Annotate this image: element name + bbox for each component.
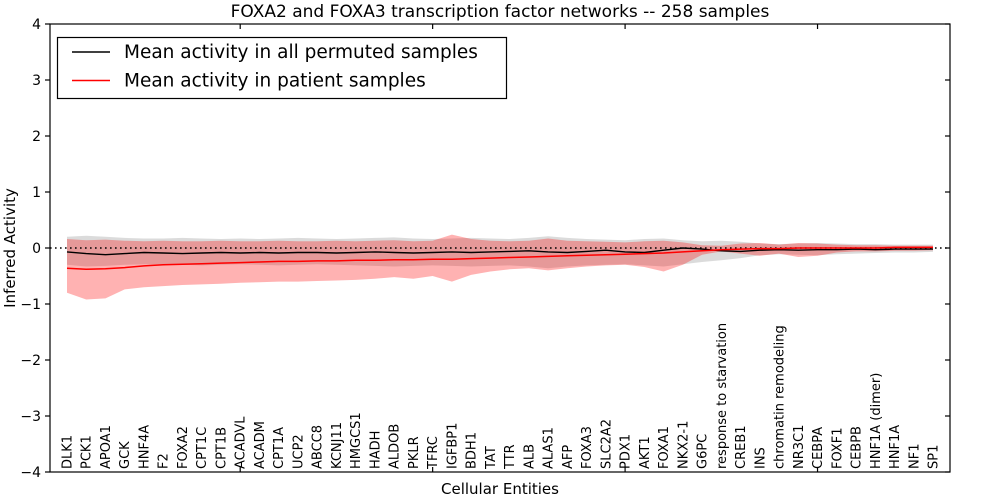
x-category-label: DLK1	[61, 435, 76, 469]
x-category-label: IGFBP1	[445, 423, 460, 469]
x-category-label: HNF4A	[138, 425, 153, 469]
x-category-label: UCP2	[291, 434, 306, 469]
plot-area: −4 −3 −2 −1 0 1 2 3 4 DLK1 PCK1 APOA1 GCK HNF4A F2 FOXA…	[20, 17, 951, 481]
x-category-label: chromatin remodeling	[773, 325, 788, 469]
x-category-label: ACADVL	[234, 416, 249, 469]
x-category-label: ALB	[522, 444, 537, 469]
x-category-label: TAT	[484, 446, 499, 470]
chart-title: FOXA2 and FOXA3 transcription factor net…	[231, 2, 770, 22]
x-category-label: FOXA1	[657, 426, 672, 469]
x-category-label: HNF1A (dimer)	[869, 373, 884, 469]
x-category-label: PCK1	[80, 435, 95, 469]
x-category-label: SLC2A2	[599, 419, 614, 469]
x-category-label: NR3C1	[792, 425, 807, 469]
patient-range-band	[67, 234, 933, 300]
x-category-label: CREB1	[734, 425, 749, 469]
x-category-label: NF1	[907, 444, 922, 469]
x-category-label: INS	[753, 447, 768, 469]
legend-label-permuted: Mean activity in all permuted samples	[124, 42, 478, 63]
legend: Mean activity in all permuted samples Me…	[56, 36, 508, 100]
x-category-label: HNF1A	[888, 425, 903, 469]
x-category-label: HMGCS1	[349, 412, 364, 469]
y-tick-label: −4	[20, 465, 41, 481]
legend-box	[56, 36, 508, 100]
x-category-label: CEBPA	[811, 427, 826, 469]
y-axis-label: Inferred Activity	[1, 188, 19, 308]
x-category-label: TTR	[503, 444, 518, 470]
permuted-mean-line	[66, 247, 933, 256]
x-category-label: F2	[157, 453, 172, 469]
x-category-label: CPT1A	[272, 427, 287, 469]
y-tick-label: −3	[20, 409, 41, 425]
x-category-label: BDH1	[465, 432, 480, 469]
y-tick-label: 4	[32, 17, 41, 33]
y-tick-label: −2	[20, 353, 41, 369]
x-category-label: APOA1	[99, 425, 114, 469]
x-category-label: CEBPB	[850, 426, 865, 469]
y-tick-label: 1	[32, 185, 41, 201]
x-category-label: HADH	[368, 431, 383, 469]
y-tick-label: −1	[20, 297, 41, 313]
x-category-label: response to starvation	[715, 323, 730, 469]
legend-label-patient: Mean activity in patient samples	[124, 71, 426, 92]
patient-mean-line	[66, 246, 933, 271]
x-category-label: ALDOB	[388, 424, 403, 469]
x-category-label: KCNJ11	[330, 422, 345, 469]
x-category-label: CPT1B	[215, 427, 230, 469]
y-tick-label: 2	[32, 129, 41, 145]
y-tick-label: 3	[32, 73, 41, 89]
x-category-label: CPT1C	[195, 427, 210, 469]
x-category-label: FOXF1	[830, 427, 845, 469]
y-tick-label: 0	[32, 241, 41, 257]
x-category-label: G6PC	[696, 434, 711, 469]
x-category-label: FOXA3	[580, 426, 595, 469]
x-category-label: NKX2-1	[676, 421, 691, 469]
x-category-label: ALAS1	[542, 427, 557, 469]
x-category-label: SP1	[927, 445, 942, 469]
x-category-label: PDX1	[619, 434, 634, 469]
x-axis-label: Cellular Entities	[441, 480, 559, 498]
x-category-label: GCK	[118, 441, 133, 469]
x-category-label: ABCC8	[311, 425, 326, 469]
x-category-label: AKT1	[638, 436, 653, 469]
x-category-label: TFRC	[426, 436, 441, 470]
x-category-label: AFP	[561, 445, 576, 469]
x-category-label: ACADM	[253, 421, 268, 469]
x-category-label: PKLR	[407, 436, 422, 469]
x-category-label: FOXA2	[176, 426, 191, 469]
